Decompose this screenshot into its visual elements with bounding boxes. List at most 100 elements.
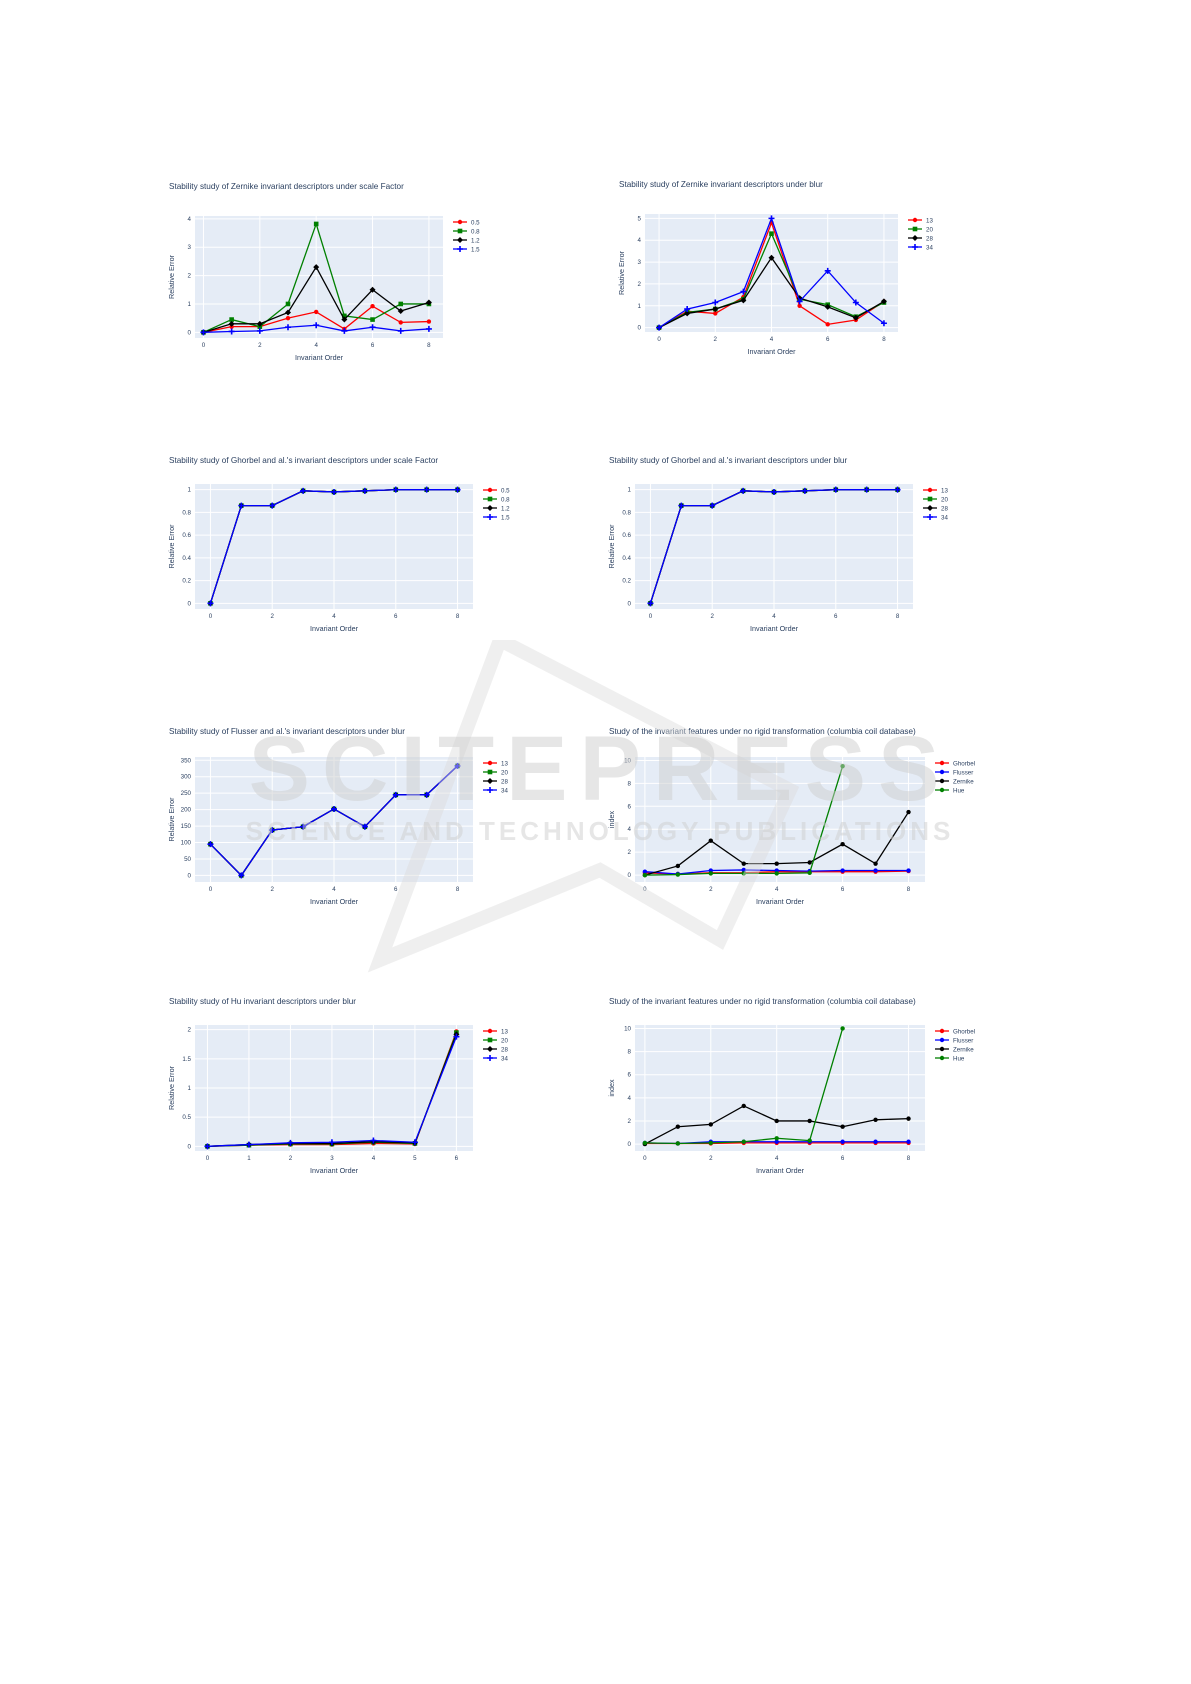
y-tick-label: 3 <box>188 244 192 251</box>
legend-item[interactable]: Hue <box>935 1055 965 1062</box>
legend[interactable]: Ghorbel Flusser Zernike Hue <box>935 760 975 794</box>
x-tick-label: 4 <box>770 336 774 343</box>
data-point <box>807 870 812 876</box>
legend-item[interactable]: Hue <box>935 787 965 794</box>
legend-marker <box>487 487 493 493</box>
data-point <box>392 486 399 493</box>
legend-item[interactable]: Zernike <box>935 778 974 785</box>
y-tick-label: 4 <box>188 216 192 223</box>
legend-marker <box>927 496 933 502</box>
data-point <box>238 502 245 509</box>
legend-label: 1.5 <box>471 246 480 253</box>
legend-marker <box>487 1028 493 1034</box>
legend-item[interactable]: 28 <box>908 235 933 242</box>
legend-marker <box>487 760 493 766</box>
x-tick-label: 0 <box>643 1155 647 1162</box>
legend-item[interactable]: 34 <box>923 514 948 521</box>
legend-item[interactable]: 1.2 <box>453 237 480 244</box>
x-tick-label: 0 <box>202 342 206 349</box>
y-axis-label: Relative Error <box>617 250 626 295</box>
legend-item[interactable]: 0.5 <box>483 487 510 494</box>
legend-item[interactable]: 13 <box>908 217 933 224</box>
data-point <box>832 486 839 493</box>
data-point <box>873 868 878 873</box>
legend-item[interactable]: 20 <box>483 1037 508 1044</box>
x-tick-label: 4 <box>332 886 336 893</box>
legend-item[interactable]: 34 <box>908 244 933 251</box>
legend-item[interactable]: 34 <box>483 787 508 794</box>
legend-item[interactable]: 0.5 <box>453 219 480 226</box>
x-tick-label: 6 <box>826 336 830 343</box>
y-tick-label: 10 <box>624 757 631 764</box>
chart-svg-2: Stability study of Zernike invariant des… <box>617 180 933 356</box>
data-point <box>207 841 214 848</box>
data-point <box>238 872 245 879</box>
legend-marker <box>939 1046 945 1052</box>
legend-label: 34 <box>501 1055 508 1062</box>
legend-marker <box>927 505 933 511</box>
legend[interactable]: 13 20 28 34 <box>908 217 933 251</box>
data-point <box>392 791 399 798</box>
chart-panel-4: Stability study of Ghorbel and al.'s inv… <box>605 452 983 641</box>
data-point <box>852 299 859 306</box>
data-point <box>425 325 432 332</box>
y-axis-label: Relative Error <box>167 797 176 842</box>
y-axis-label: Relative Error <box>167 1065 176 1110</box>
chart-title: Stability study of Flusser and al.'s inv… <box>169 727 405 736</box>
x-tick-label: 5 <box>413 1155 417 1162</box>
legend-item[interactable]: Ghorbel <box>935 760 975 767</box>
legend-item[interactable]: Zernike <box>935 1046 974 1053</box>
legend-item[interactable]: Flusser <box>935 769 973 776</box>
legend-marker <box>939 1055 945 1061</box>
series-1.2 <box>200 264 432 336</box>
data-point <box>771 488 777 495</box>
data-point <box>397 308 404 315</box>
legend-item[interactable]: 20 <box>483 769 508 776</box>
legend-item[interactable]: 28 <box>483 778 508 785</box>
y-tick-label: 2 <box>188 273 192 280</box>
legend[interactable]: 13 20 28 34 <box>483 1028 508 1062</box>
series-Hue <box>642 763 845 878</box>
legend[interactable]: 13 20 28 34 <box>483 760 508 794</box>
legend-item[interactable]: 20 <box>908 226 933 233</box>
legend[interactable]: Ghorbel Flusser Zernike Hue <box>935 1028 975 1062</box>
data-point <box>675 872 681 877</box>
legend-item[interactable]: Flusser <box>935 1037 973 1044</box>
legend-label: Ghorbel <box>953 760 975 767</box>
legend-item[interactable]: 1.2 <box>483 505 510 512</box>
legend-marker <box>487 778 493 784</box>
legend-item[interactable]: Ghorbel <box>935 1028 975 1035</box>
legend-item[interactable]: 0.8 <box>453 228 480 235</box>
legend-item[interactable]: 13 <box>923 487 948 494</box>
legend-marker <box>487 1055 493 1061</box>
legend-item[interactable]: 20 <box>923 496 948 503</box>
legend-marker <box>912 226 918 232</box>
legend[interactable]: 0.5 0.8 1.2 1.5 <box>483 487 510 521</box>
series-34 <box>647 486 901 607</box>
legend-item[interactable]: 1.5 <box>483 514 510 521</box>
legend-label: 0.8 <box>471 228 480 235</box>
y-tick-label: 1.5 <box>182 1056 191 1063</box>
chart-svg-1: Stability study of Zernike invariant des… <box>167 182 480 362</box>
y-tick-label: 0 <box>188 329 192 336</box>
y-tick-label: 10 <box>624 1025 631 1032</box>
y-tick-label: 2 <box>628 1118 632 1125</box>
data-point <box>840 763 845 769</box>
y-tick-label: 0 <box>188 600 192 607</box>
legend-item[interactable]: 0.8 <box>483 496 510 503</box>
x-tick-label: 1 <box>247 1155 251 1162</box>
legend[interactable]: 13 20 28 34 <box>923 487 948 521</box>
legend[interactable]: 0.5 0.8 1.2 1.5 <box>453 219 480 253</box>
data-point <box>229 317 234 322</box>
legend-item[interactable]: 34 <box>483 1055 508 1062</box>
legend-item[interactable]: 13 <box>483 760 508 767</box>
legend-item[interactable]: 28 <box>923 505 948 512</box>
legend-item[interactable]: 13 <box>483 1028 508 1035</box>
data-point <box>269 502 276 509</box>
chart-title: Stability study of Zernike invariant des… <box>619 180 823 189</box>
legend-item[interactable]: 28 <box>483 1046 508 1053</box>
y-axis-label: index <box>607 1079 616 1097</box>
legend-item[interactable]: 1.5 <box>453 246 480 253</box>
data-point <box>423 791 430 798</box>
data-point <box>709 502 716 509</box>
